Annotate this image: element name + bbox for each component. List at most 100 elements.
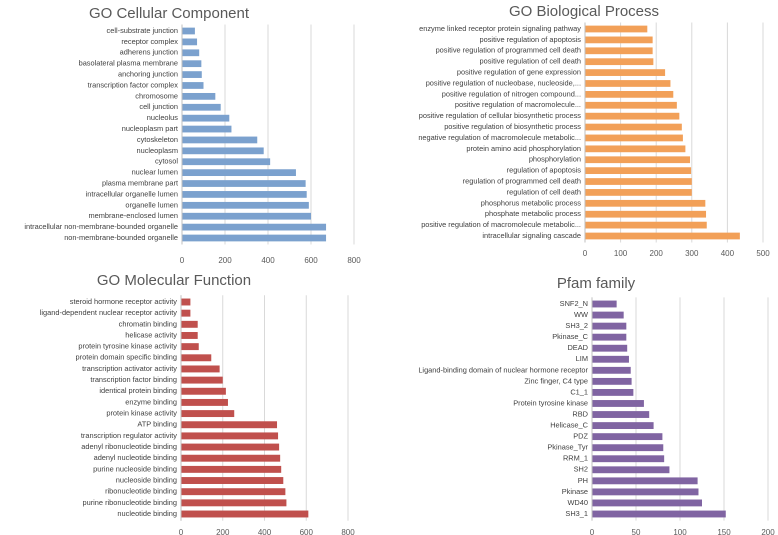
- chart-1-bar-receptor-complex: [182, 38, 198, 46]
- chart-3-bar-protein-kinase-activity: [181, 410, 235, 418]
- chart-1-category-label: anchoring junction: [118, 70, 178, 79]
- chart-1-x-tick-label: 200: [218, 256, 232, 265]
- chart-4-bar-pkinase-tyr: [592, 444, 664, 452]
- chart-3-bar-purine-nucleoside-binding: [181, 465, 282, 473]
- chart-1-category-label: nuclear lumen: [132, 168, 178, 177]
- chart-2-bar-positive-regulation-of-apoptosis: [585, 36, 653, 44]
- chart-1-bar-cytoskeleton: [182, 136, 258, 144]
- chart-3-bar-ligand-dependent-nuclear-receptor-activity: [181, 309, 191, 317]
- chart-4-bar-sh3-1: [592, 510, 726, 518]
- chart-3-bar-identical-protein-binding: [181, 387, 226, 395]
- chart-2-category-label: phosphorylation: [529, 155, 581, 164]
- chart-1-bar-plasma-membrane-part: [182, 180, 306, 187]
- chart-3-category-label: ribonucleotide binding: [105, 487, 177, 496]
- chart-3-category-label: chromatin binding: [119, 319, 177, 328]
- chart-2-category-label: phosphate metabolic process: [485, 209, 581, 218]
- chart-3-category-label: transcription activator activity: [82, 364, 177, 373]
- chart-1-category-label: receptor complex: [121, 37, 178, 46]
- chart-4-category-label: PH: [578, 476, 588, 485]
- chart-2-category-label: positive regulation of cellular biosynth…: [419, 111, 582, 120]
- chart-3-bar-transcription-activator-activity: [181, 365, 220, 373]
- chart-4-bar-zinc-finger-c4-type: [592, 377, 632, 385]
- chart-3-category-label: purine ribonucleotide binding: [82, 498, 177, 507]
- chart-2-x-tick-label: 200: [650, 249, 664, 258]
- chart-4-bar-sh3-2: [592, 322, 627, 330]
- chart-1-category-label: plasma membrane part: [102, 178, 178, 187]
- chart-1-category-label: chromosome: [135, 91, 178, 100]
- chart-4-x-tick-label: 50: [632, 528, 641, 535]
- chart-4-bar-snf2-n: [592, 300, 617, 308]
- chart-4-bar-sh2: [592, 466, 670, 474]
- chart-2-category-label: regulation of programmed cell death: [463, 176, 581, 185]
- chart-3-bar-enzyme-binding: [181, 398, 228, 406]
- chart-3-category-label: enzyme binding: [125, 397, 177, 406]
- chart-4-category-label: Pkinase_C: [552, 332, 588, 341]
- chart-2-category-label: negative regulation of macromolecule met…: [418, 133, 581, 142]
- chart-1-bar-cell-junction: [182, 103, 221, 111]
- chart-3-category-label: protein domain specific binding: [76, 353, 177, 362]
- chart-2-bar-positive-regulation-of-biosynthetic-process: [585, 123, 682, 131]
- chart-2-bar-positive-regulation-of-programmed-cell-death: [585, 47, 653, 55]
- chart-3-bar-transcription-factor-binding: [181, 376, 223, 384]
- chart-1-bar-basolateral-plasma-membrane: [182, 60, 202, 68]
- chart-4-category-label: SNF2_N: [560, 299, 588, 308]
- chart-1-bar-non-membrane-bounded-organelle: [182, 234, 327, 242]
- chart-4-category-label: Protein tyrosine kinase: [513, 398, 588, 407]
- chart-1-bar-anchoring-junction: [182, 71, 202, 78]
- chart-3-bar-helicase-activity: [181, 332, 198, 339]
- chart-3-category-label: ATP binding: [137, 420, 177, 429]
- chart-2-bar-regulation-of-cell-death: [585, 189, 692, 196]
- chart-1-title: GO Cellular Component: [89, 5, 250, 22]
- chart-4-x-tick-label: 200: [761, 528, 775, 535]
- chart-1-category-label: cell junction: [139, 102, 178, 111]
- chart-4-bar-dead: [592, 344, 628, 352]
- chart-3-category-label: protein tyrosine kinase activity: [78, 342, 177, 351]
- chart-1-category-label: cytosol: [155, 157, 178, 166]
- chart-2-x-tick-label: 0: [583, 249, 588, 258]
- chart-4-bar-c1-1: [592, 388, 634, 396]
- chart-1-x-tick-label: 0: [180, 256, 185, 265]
- chart-1-bar-organelle-lumen: [182, 201, 309, 209]
- chart-3-category-label: purine nucleoside binding: [93, 464, 177, 473]
- chart-1-category-label: transcription factor complex: [88, 80, 179, 89]
- chart-2-bar-regulation-of-apoptosis: [585, 167, 692, 175]
- chart-4-category-label: SH3_2: [565, 321, 588, 330]
- chart-4-title: Pfam family: [557, 275, 636, 292]
- chart-1-category-label: non-membrane-bounded organelle: [64, 233, 178, 242]
- chart-1-category-label: nucleoplasm: [137, 146, 179, 155]
- chart-2-bar-positive-regulation-of-macromolecule: [585, 101, 677, 109]
- chart-2-category-label: enzyme linked receptor protein signaling…: [419, 24, 581, 33]
- chart-4-bar-wd40: [592, 499, 702, 507]
- chart-1-bar-cell-substrate-junction: [182, 27, 195, 35]
- chart-2-category-label: regulation of cell death: [507, 187, 581, 196]
- chart-4-category-label: Helicase_C: [550, 421, 588, 430]
- chart-1-category-label: intracellular non-membrane-bounded organ…: [24, 222, 178, 231]
- chart-4-bar-pkinase: [592, 488, 699, 496]
- chart-2-category-label: positive regulation of gene expression: [457, 68, 581, 77]
- chart-4-category-label: SH3_1: [565, 509, 588, 518]
- chart-3-x-tick-label: 400: [258, 528, 272, 535]
- chart-4-bar-protein-tyrosine-kinase: [592, 400, 644, 407]
- chart-3-bar-chromatin-binding: [181, 320, 198, 328]
- chart-4-category-label: RBD: [572, 409, 588, 418]
- chart-1-bar-nucleolus: [182, 114, 230, 122]
- chart-3-category-label: transcription regulator activity: [81, 431, 177, 440]
- chart-1-bar-nuclear-lumen: [182, 169, 296, 177]
- chart-2-category-label: positive regulation of nitrogen compound…: [442, 89, 581, 98]
- chart-2-bar-enzyme-linked-receptor-protein-signaling-pathway: [585, 25, 648, 33]
- chart-4-category-label: WD40: [567, 498, 588, 507]
- chart-1-bar-nucleoplasm: [182, 147, 264, 155]
- chart-4-bar-rbd: [592, 411, 650, 418]
- chart-2-category-label: positive regulation of apoptosis: [480, 35, 582, 44]
- chart-2-bar-phosphorylation: [585, 156, 691, 164]
- chart-1-bar-transcription-factor-complex: [182, 82, 204, 89]
- chart-2-x-tick-label: 400: [721, 249, 735, 258]
- chart-3-bar-transcription-regulator-activity: [181, 432, 279, 440]
- chart-4-bar-rrm-1: [592, 455, 665, 463]
- chart-1-bar-adherens-junction: [182, 49, 200, 57]
- chart-1-category-label: basolateral plasma membrane: [79, 59, 178, 68]
- chart-4-category-label: RRM_1: [563, 454, 588, 463]
- chart-1-bar-cytosol: [182, 158, 271, 166]
- chart-3-bar-nucleoside-binding: [181, 477, 284, 484]
- chart-4-category-label: SH2: [574, 465, 588, 474]
